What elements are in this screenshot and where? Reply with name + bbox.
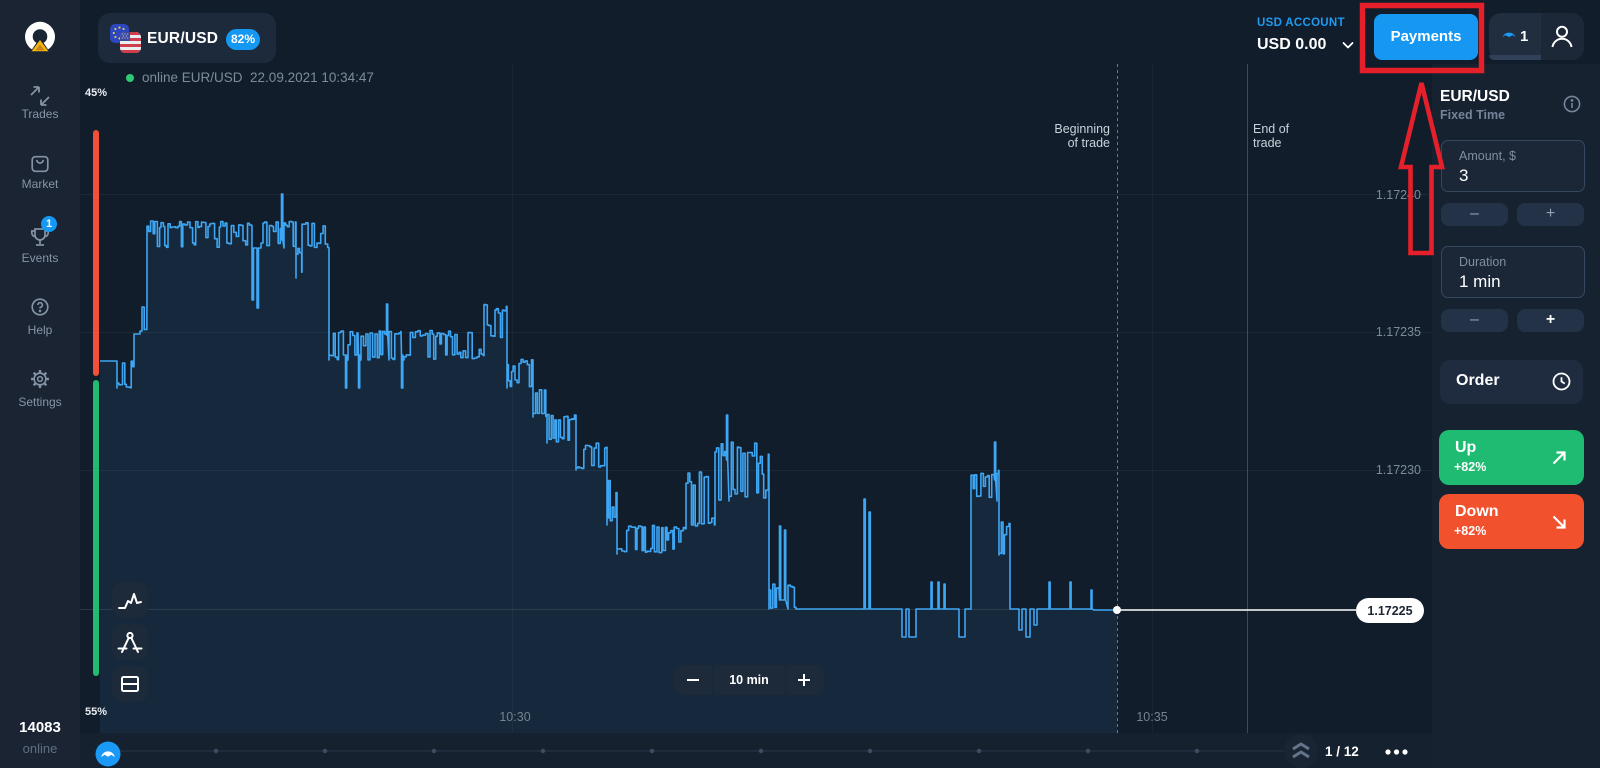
svg-text:1.17235: 1.17235	[1376, 325, 1421, 339]
svg-text:1.17240: 1.17240	[1376, 188, 1421, 202]
svg-text:of trade: of trade	[1068, 136, 1110, 150]
svg-text:1.17225: 1.17225	[1367, 604, 1412, 618]
svg-text:1 / 12: 1 / 12	[1325, 744, 1359, 759]
svg-text:10:35: 10:35	[1136, 710, 1167, 724]
svg-text:1.17230: 1.17230	[1376, 463, 1421, 477]
svg-text:Beginning: Beginning	[1054, 122, 1110, 136]
svg-text:trade: trade	[1253, 136, 1282, 150]
svg-text:10:30: 10:30	[499, 710, 530, 724]
svg-text:End of: End of	[1253, 122, 1290, 136]
